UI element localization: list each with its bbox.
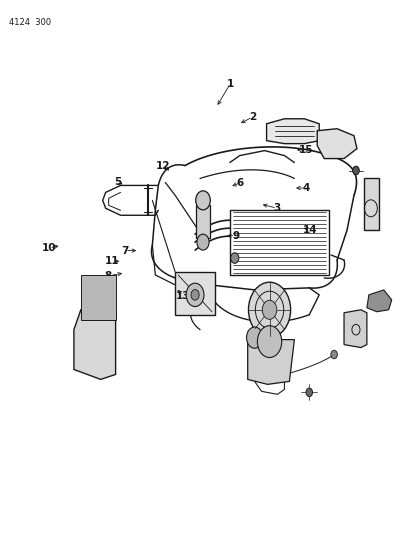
Circle shape (231, 253, 239, 263)
Text: 10: 10 (42, 243, 56, 253)
Polygon shape (317, 129, 357, 158)
Text: 11: 11 (104, 256, 119, 266)
Text: 4: 4 (302, 183, 310, 193)
Polygon shape (266, 119, 319, 144)
Text: 12: 12 (155, 161, 170, 171)
Circle shape (331, 350, 337, 359)
Circle shape (186, 283, 204, 306)
Polygon shape (364, 179, 379, 230)
Circle shape (353, 166, 359, 175)
Circle shape (197, 234, 209, 250)
Text: 7: 7 (121, 246, 129, 256)
Circle shape (248, 282, 290, 337)
Text: 8: 8 (104, 271, 111, 281)
Text: 13: 13 (176, 290, 190, 301)
Circle shape (262, 300, 277, 319)
Circle shape (257, 326, 282, 358)
Circle shape (246, 327, 263, 348)
Text: 14: 14 (303, 225, 317, 236)
Polygon shape (344, 310, 367, 348)
Circle shape (306, 388, 313, 397)
Text: 5: 5 (115, 176, 122, 187)
Text: 15: 15 (299, 145, 313, 155)
Text: 2: 2 (249, 112, 256, 122)
Polygon shape (175, 272, 215, 315)
Bar (230, 211, 329, 275)
Text: 6: 6 (237, 177, 244, 188)
Polygon shape (196, 205, 210, 238)
Polygon shape (367, 290, 392, 312)
Polygon shape (74, 310, 115, 379)
Polygon shape (248, 340, 295, 384)
Bar (81, 275, 115, 320)
Text: 1: 1 (227, 78, 234, 88)
Circle shape (196, 191, 210, 210)
Text: 4124  300: 4124 300 (9, 18, 52, 27)
Text: 9: 9 (232, 231, 239, 241)
Circle shape (191, 289, 199, 300)
Text: 3: 3 (273, 203, 281, 213)
